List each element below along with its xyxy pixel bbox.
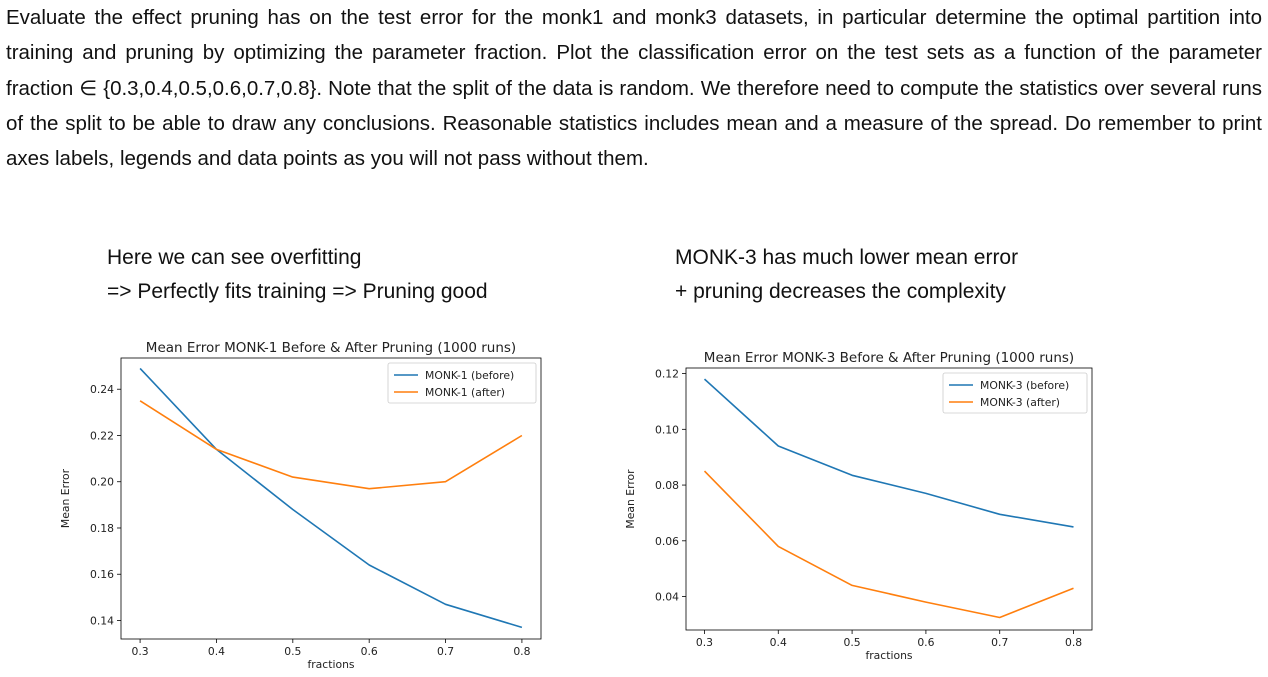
x-axis-label: fractions <box>865 649 912 662</box>
legend-label-after: MONK-1 (after) <box>425 386 505 399</box>
y-tick-label: 0.04 <box>655 591 679 604</box>
x-axis-label: fractions <box>307 658 354 671</box>
plot-frame <box>120 357 542 640</box>
legend-box <box>942 372 1088 414</box>
y-tick-label: 0.12 <box>655 368 679 381</box>
legend-label-after: MONK-3 (after) <box>980 396 1060 409</box>
y-tick-label: 0.06 <box>655 535 679 548</box>
assignment-text: Evaluate the effect pruning has on the t… <box>6 6 1262 171</box>
y-axis-label: Mean Error <box>624 469 637 529</box>
x-tick-label: 0.6 <box>917 636 934 649</box>
note-monk1-line-2: => Perfectly fits training => Pruning go… <box>107 280 488 303</box>
chart-monk3: Mean Error MONK-3 Before & After Pruning… <box>624 350 1093 662</box>
note-monk3: MONK-3 has much lower mean error + pruni… <box>675 241 1018 309</box>
note-monk1: Here we can see overfitting => Perfectly… <box>107 241 488 309</box>
legend: MONK-1 (before) MONK-1 (after) <box>387 362 537 404</box>
y-axis-label: Mean Error <box>59 468 72 528</box>
legend-label-before: MONK-3 (before) <box>980 379 1069 392</box>
y-tick-label: 0.16 <box>90 568 114 581</box>
y-tick-label: 0.24 <box>90 383 114 396</box>
x-tick-label: 0.6 <box>361 645 378 658</box>
y-tick-label: 0.14 <box>90 614 114 627</box>
y-tick-label: 0.22 <box>90 429 114 442</box>
note-monk3-line-2: + pruning decreases the complexity <box>675 280 1006 303</box>
x-tick-label: 0.5 <box>844 636 861 649</box>
series-line-before <box>703 378 1074 528</box>
x-tick-label: 0.4 <box>770 636 787 649</box>
x-tick-label: 0.8 <box>513 645 530 658</box>
x-tick-label: 0.4 <box>208 645 225 658</box>
x-tick-label: 0.7 <box>437 645 454 658</box>
x-tick-label: 0.3 <box>696 636 713 649</box>
legend: MONK-3 (before) MONK-3 (after) <box>942 372 1088 414</box>
series-line-before <box>139 367 523 629</box>
y-tick-label: 0.18 <box>90 522 114 535</box>
series-line-after <box>139 400 523 490</box>
legend-label-before: MONK-1 (before) <box>425 369 514 382</box>
chart-monk1: Mean Error MONK-1 Before & After Pruning… <box>59 340 542 671</box>
y-tick-label: 0.08 <box>655 479 679 492</box>
note-monk3-line-1: MONK-3 has much lower mean error <box>675 246 1019 269</box>
chart-title: Mean Error MONK-3 Before & After Pruning… <box>704 350 1074 366</box>
x-tick-label: 0.5 <box>284 645 301 658</box>
x-tick-label: 0.7 <box>991 636 1008 649</box>
y-tick-label: 0.10 <box>655 423 679 436</box>
x-tick-label: 0.3 <box>132 645 149 658</box>
x-tick-label: 0.8 <box>1065 636 1082 649</box>
chart-title: Mean Error MONK-1 Before & After Pruning… <box>146 340 516 356</box>
y-tick-label: 0.20 <box>90 476 114 489</box>
series-line-after <box>703 470 1074 619</box>
plot-frame <box>685 367 1093 631</box>
note-monk1-line-1: Here we can see overfitting <box>107 246 362 269</box>
legend-box <box>387 362 537 404</box>
